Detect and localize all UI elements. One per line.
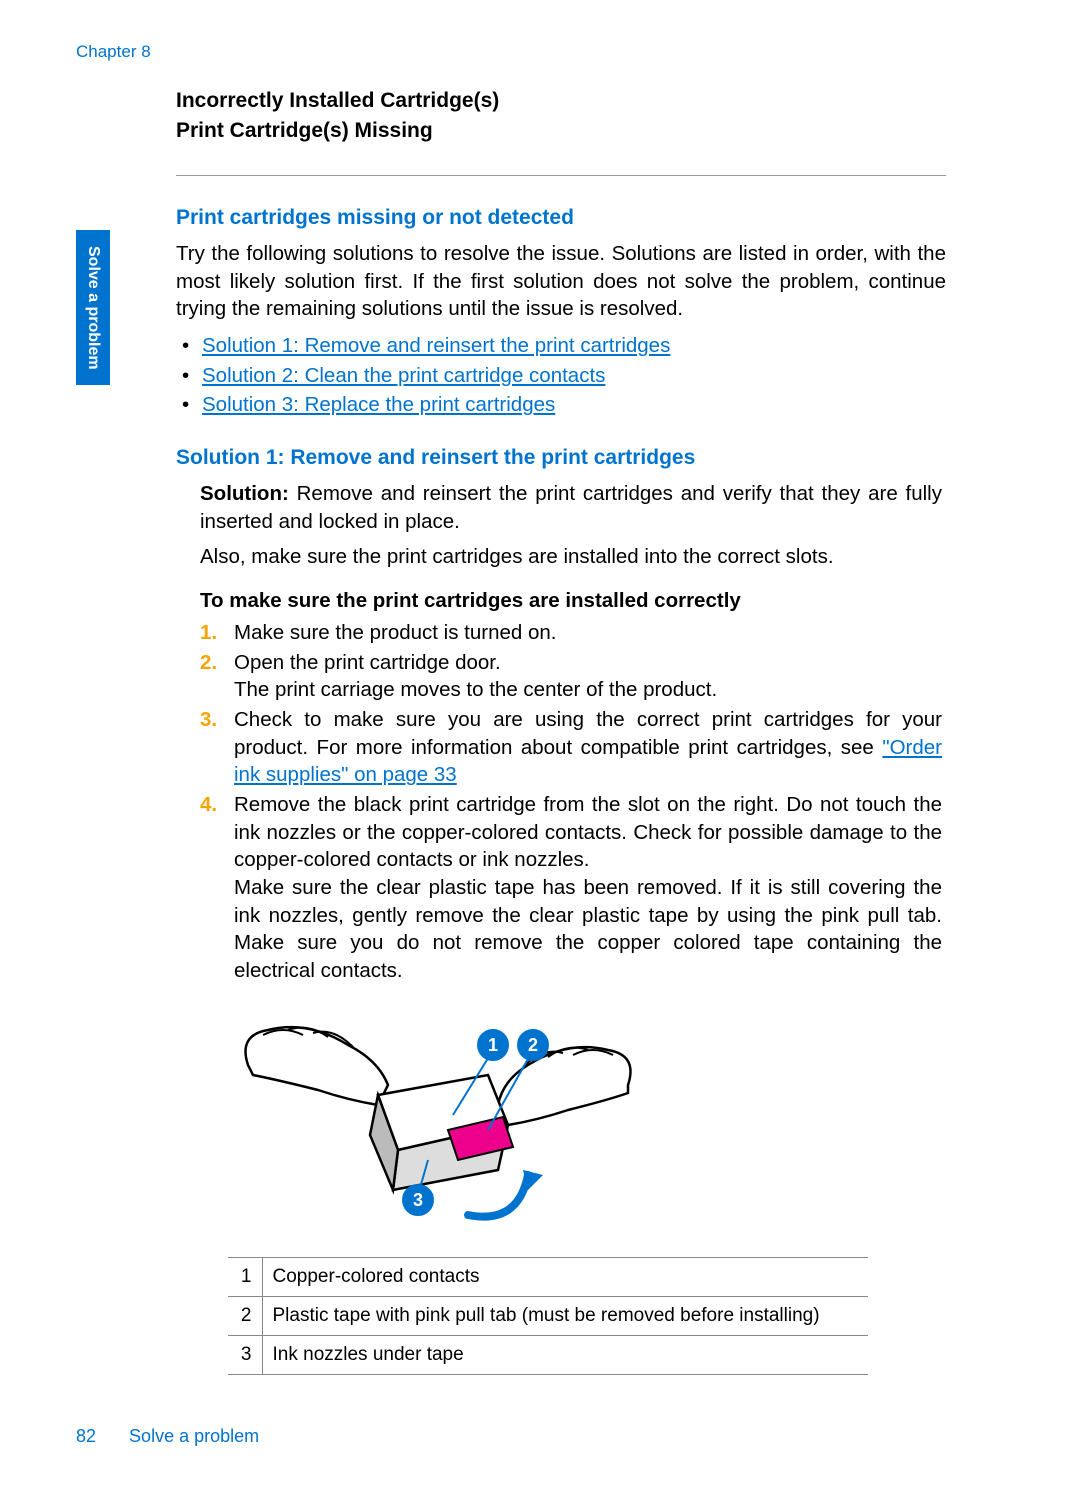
step-marker: 1. [200, 619, 217, 647]
svg-text:1: 1 [488, 1035, 498, 1055]
title-line-2: Print Cartridge(s) Missing [176, 116, 946, 146]
list-item: Solution 2: Clean the print cartridge co… [176, 361, 946, 391]
legend-num: 1 [228, 1257, 262, 1296]
title-line-1: Incorrectly Installed Cartridge(s) [176, 86, 946, 116]
svg-text:2: 2 [528, 1035, 538, 1055]
legend-text: Ink nozzles under tape [262, 1335, 868, 1374]
step-text: Open the print cartridge door. [234, 651, 501, 674]
solution-1-body: Solution: Remove and reinsert the print … [176, 480, 946, 1375]
legend-num: 2 [228, 1296, 262, 1335]
chapter-label: Chapter 8 [76, 42, 151, 62]
section-intro: Try the following solutions to resolve t… [176, 240, 946, 323]
step-text: Make sure the product is turned on. [234, 621, 557, 644]
list-item: Solution 1: Remove and reinsert the prin… [176, 331, 946, 361]
solution-also: Also, make sure the print cartridges are… [200, 543, 942, 571]
step-extra: Make sure the clear plastic tape has bee… [234, 876, 942, 982]
cartridge-illustration: 1 2 3 [228, 1005, 648, 1245]
step-marker: 3. [200, 706, 217, 734]
footer-section: Solve a problem [129, 1426, 259, 1446]
section-heading: Print cartridges missing or not detected [176, 206, 946, 230]
side-tab-label: Solve a problem [84, 246, 102, 370]
step-3: 3. Check to make sure you are using the … [200, 706, 942, 789]
step-marker: 4. [200, 791, 217, 819]
step-2: 2. Open the print cartridge door. The pr… [200, 649, 942, 704]
solution-link-1[interactable]: Solution 1: Remove and reinsert the prin… [202, 334, 670, 357]
solution-text: Solution: Remove and reinsert the print … [200, 480, 942, 535]
page-title-block: Incorrectly Installed Cartridge(s) Print… [176, 86, 946, 147]
legend-text: Plastic tape with pink pull tab (must be… [262, 1296, 868, 1335]
step-1: 1. Make sure the product is turned on. [200, 619, 942, 647]
procedure-steps: 1. Make sure the product is turned on. 2… [200, 619, 942, 985]
step-text: Remove the black print cartridge from th… [234, 793, 942, 871]
table-row: 1 Copper-colored contacts [228, 1257, 868, 1296]
divider [176, 175, 946, 176]
table-row: 2 Plastic tape with pink pull tab (must … [228, 1296, 868, 1335]
svg-text:3: 3 [413, 1190, 423, 1210]
solution-desc: Remove and reinsert the print cartridges… [200, 482, 942, 533]
solution-label: Solution: [200, 482, 289, 505]
solution-link-2[interactable]: Solution 2: Clean the print cartridge co… [202, 364, 605, 387]
solutions-bullet-list: Solution 1: Remove and reinsert the prin… [176, 331, 946, 420]
procedure-heading: To make sure the print cartridges are in… [200, 589, 942, 613]
page-content: Incorrectly Installed Cartridge(s) Print… [176, 86, 946, 1375]
solution-link-3[interactable]: Solution 3: Replace the print cartridges [202, 393, 555, 416]
step-extra: The print carriage moves to the center o… [234, 678, 717, 701]
legend-num: 3 [228, 1335, 262, 1374]
side-tab: Solve a problem [76, 230, 110, 385]
solution-1-heading: Solution 1: Remove and reinsert the prin… [176, 446, 946, 470]
step-text: Check to make sure you are using the cor… [234, 708, 942, 759]
step-4: 4. Remove the black print cartridge from… [200, 791, 942, 985]
cartridge-figure: 1 2 3 [228, 1005, 648, 1245]
page-number: 82 [76, 1426, 96, 1446]
figure-legend-table: 1 Copper-colored contacts 2 Plastic tape… [228, 1257, 868, 1375]
table-row: 3 Ink nozzles under tape [228, 1335, 868, 1374]
legend-text: Copper-colored contacts [262, 1257, 868, 1296]
list-item: Solution 3: Replace the print cartridges [176, 390, 946, 420]
page-footer: 82 Solve a problem [76, 1426, 259, 1447]
step-marker: 2. [200, 649, 217, 677]
